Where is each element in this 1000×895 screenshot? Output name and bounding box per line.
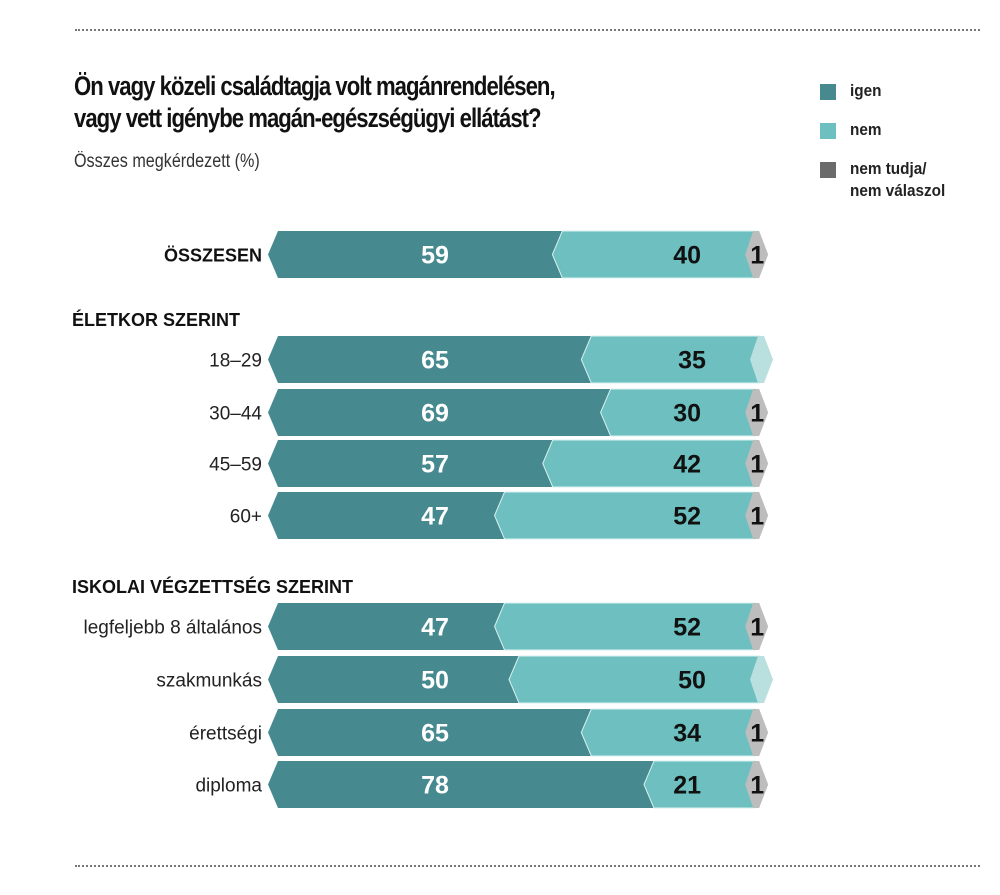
- bar-segment-nem: [580, 708, 756, 757]
- legend-label-igen: igen: [850, 81, 882, 100]
- bar-segment-igen: [268, 440, 553, 487]
- value-label-nem-tudja: 1: [750, 400, 764, 428]
- row-label: 60+: [230, 507, 262, 528]
- value-label-igen: 78: [421, 772, 449, 800]
- legend-label-nem: nem: [850, 120, 882, 139]
- value-label-nem-tudja: 1: [750, 503, 764, 531]
- legend-swatch-nem-tudja: [820, 162, 836, 178]
- bar-segment-nem-tudja: [750, 656, 773, 703]
- value-label-nem: 50: [678, 667, 706, 695]
- bar-segment-nem-tudja: [745, 709, 769, 756]
- bar-segment-nem: [542, 439, 756, 488]
- value-label-nem-tudja: 1: [750, 772, 764, 800]
- value-label-nem: 42: [673, 451, 701, 479]
- row-label: 30–44: [209, 404, 262, 425]
- bar-segment-igen: [268, 761, 654, 808]
- bar-segment-nem: [551, 230, 756, 279]
- legend-swatch-igen: [820, 84, 836, 100]
- bar-segment-nem: [493, 602, 756, 651]
- bar-segment-igen: [268, 709, 592, 756]
- bar-segment-nem: [600, 388, 756, 437]
- bottom-divider: [75, 865, 980, 867]
- legend-swatch-nem: [820, 123, 836, 139]
- row-label: legfeljebb 8 általános: [83, 618, 262, 639]
- bar-segment-nem-tudja: [745, 761, 769, 808]
- value-label-igen: 47: [421, 614, 449, 642]
- value-label-igen: 69: [421, 400, 449, 428]
- row-label: érettségi: [189, 724, 262, 745]
- bar-segment-nem: [643, 760, 756, 809]
- row-label: 18–29: [209, 351, 262, 372]
- bar-segment-igen: [268, 336, 592, 383]
- value-label-nem: 52: [673, 503, 701, 531]
- legend-label-nem-tudja: nem tudja/ nem válaszol: [850, 158, 945, 202]
- value-label-nem: 21: [673, 772, 701, 800]
- row-label: 45–59: [209, 455, 262, 476]
- group-label: ÉLETKOR SZERINT: [72, 309, 240, 330]
- bar-segment-nem-tudja: [745, 440, 769, 487]
- value-label-nem: 34: [673, 720, 701, 748]
- bar-segment-nem-tudja: [745, 603, 769, 650]
- bar-segment-igen: [268, 492, 505, 539]
- bar-segment-nem: [580, 335, 761, 384]
- value-label-nem: 30: [673, 400, 701, 428]
- chart-title: Ön vagy közeli családtagja volt magánren…: [74, 70, 648, 134]
- chart-subtitle: Összes megkérdezett (%): [74, 151, 260, 172]
- group-label: ISKOLAI VÉGZETTSÉG SZERINT: [72, 576, 353, 597]
- bar-segment-nem-tudja: [750, 336, 773, 383]
- value-label-nem: 40: [673, 242, 701, 270]
- value-label-nem-tudja: 1: [750, 242, 764, 270]
- row-label: diploma: [195, 776, 262, 797]
- value-label-igen: 57: [421, 451, 449, 479]
- legend-label-nem-tudja-line1: nem tudja/: [850, 159, 927, 178]
- title-line-2: vagy vett igénybe magán-egészségügyi ell…: [74, 103, 542, 133]
- title-line-1: Ön vagy közeli családtagja volt magánren…: [74, 71, 556, 101]
- value-label-nem: 35: [678, 347, 706, 375]
- bar-segment-nem-tudja: [745, 231, 769, 278]
- bar-segment-igen: [268, 656, 519, 703]
- top-divider: [75, 29, 980, 31]
- value-label-nem-tudja: 1: [750, 614, 764, 642]
- bar-segment-nem: [493, 491, 756, 540]
- bar-segment-igen: [268, 389, 611, 436]
- value-label-nem: 52: [673, 614, 701, 642]
- value-label-igen: 65: [421, 347, 449, 375]
- value-label-igen: 65: [421, 720, 449, 748]
- row-label: ÖSSZESEN: [164, 246, 262, 266]
- value-label-igen: 47: [421, 503, 449, 531]
- bar-segment-nem-tudja: [745, 492, 769, 539]
- bar-segment-igen: [268, 603, 505, 650]
- bar-segment-nem: [508, 655, 761, 704]
- value-label-igen: 50: [421, 667, 449, 695]
- value-label-nem-tudja: 1: [750, 451, 764, 479]
- legend-label-nem-tudja-line2: nem válaszol: [850, 181, 946, 200]
- row-label: szakmunkás: [156, 671, 262, 692]
- value-label-igen: 59: [421, 242, 449, 270]
- bar-segment-nem-tudja: [745, 389, 769, 436]
- bar-segment-igen: [268, 231, 563, 278]
- value-label-nem-tudja: 1: [750, 720, 764, 748]
